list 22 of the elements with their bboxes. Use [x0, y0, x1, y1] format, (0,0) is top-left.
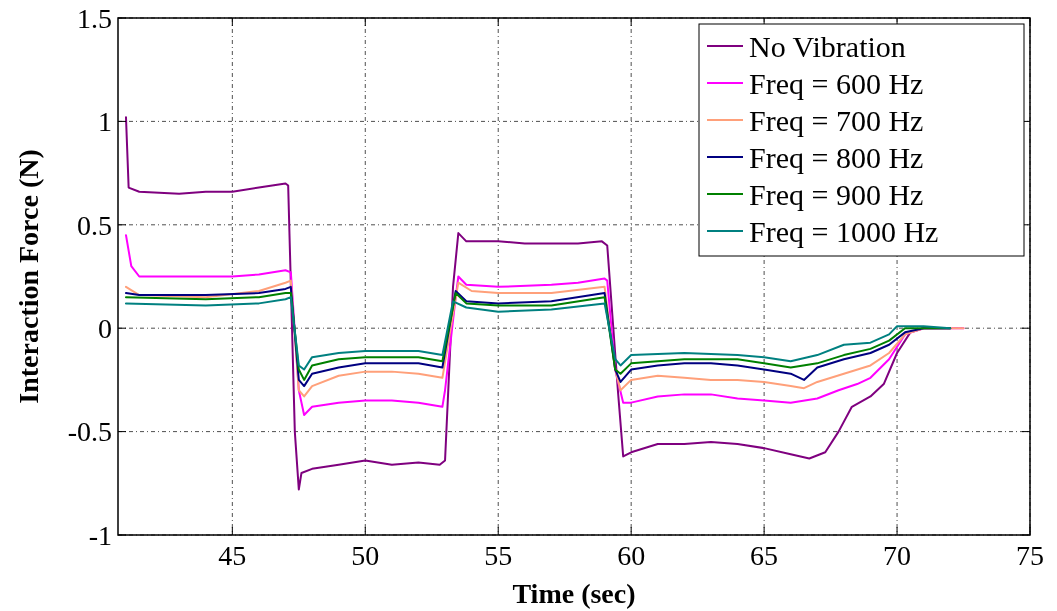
legend-label: Freq = 700 Hz — [749, 103, 924, 137]
line-series — [124, 296, 952, 371]
x-tick-label: 70 — [883, 540, 912, 571]
x-axis-title: Time (sec) — [512, 578, 636, 609]
y-tick-label: -0.5 — [67, 416, 112, 448]
legend-label: Freq = 1000 Hz — [749, 214, 939, 248]
x-tick-label: 65 — [750, 540, 779, 571]
x-tick-label: 55 — [484, 540, 513, 571]
y-tick-label: -1 — [88, 519, 112, 551]
y-tick-label: 1 — [98, 106, 112, 138]
y-tick-label: 0 — [98, 313, 112, 344]
legend-label: Freq = 600 Hz — [749, 66, 924, 100]
x-tick-label: 75 — [1016, 540, 1044, 571]
y-axis-title: Interaction Force (N) — [13, 149, 44, 404]
y-tick-label: 1.5 — [77, 2, 112, 34]
x-tick-label: 50 — [351, 540, 380, 571]
legend-label: No Vibration — [749, 29, 906, 63]
y-tick-label: 0.5 — [77, 209, 112, 241]
x-tick-label: 45 — [218, 540, 247, 571]
x-tick-label: 60 — [617, 540, 646, 571]
legend-label: Freq = 800 Hz — [749, 140, 924, 174]
legend-label: Freq = 900 Hz — [749, 177, 924, 211]
